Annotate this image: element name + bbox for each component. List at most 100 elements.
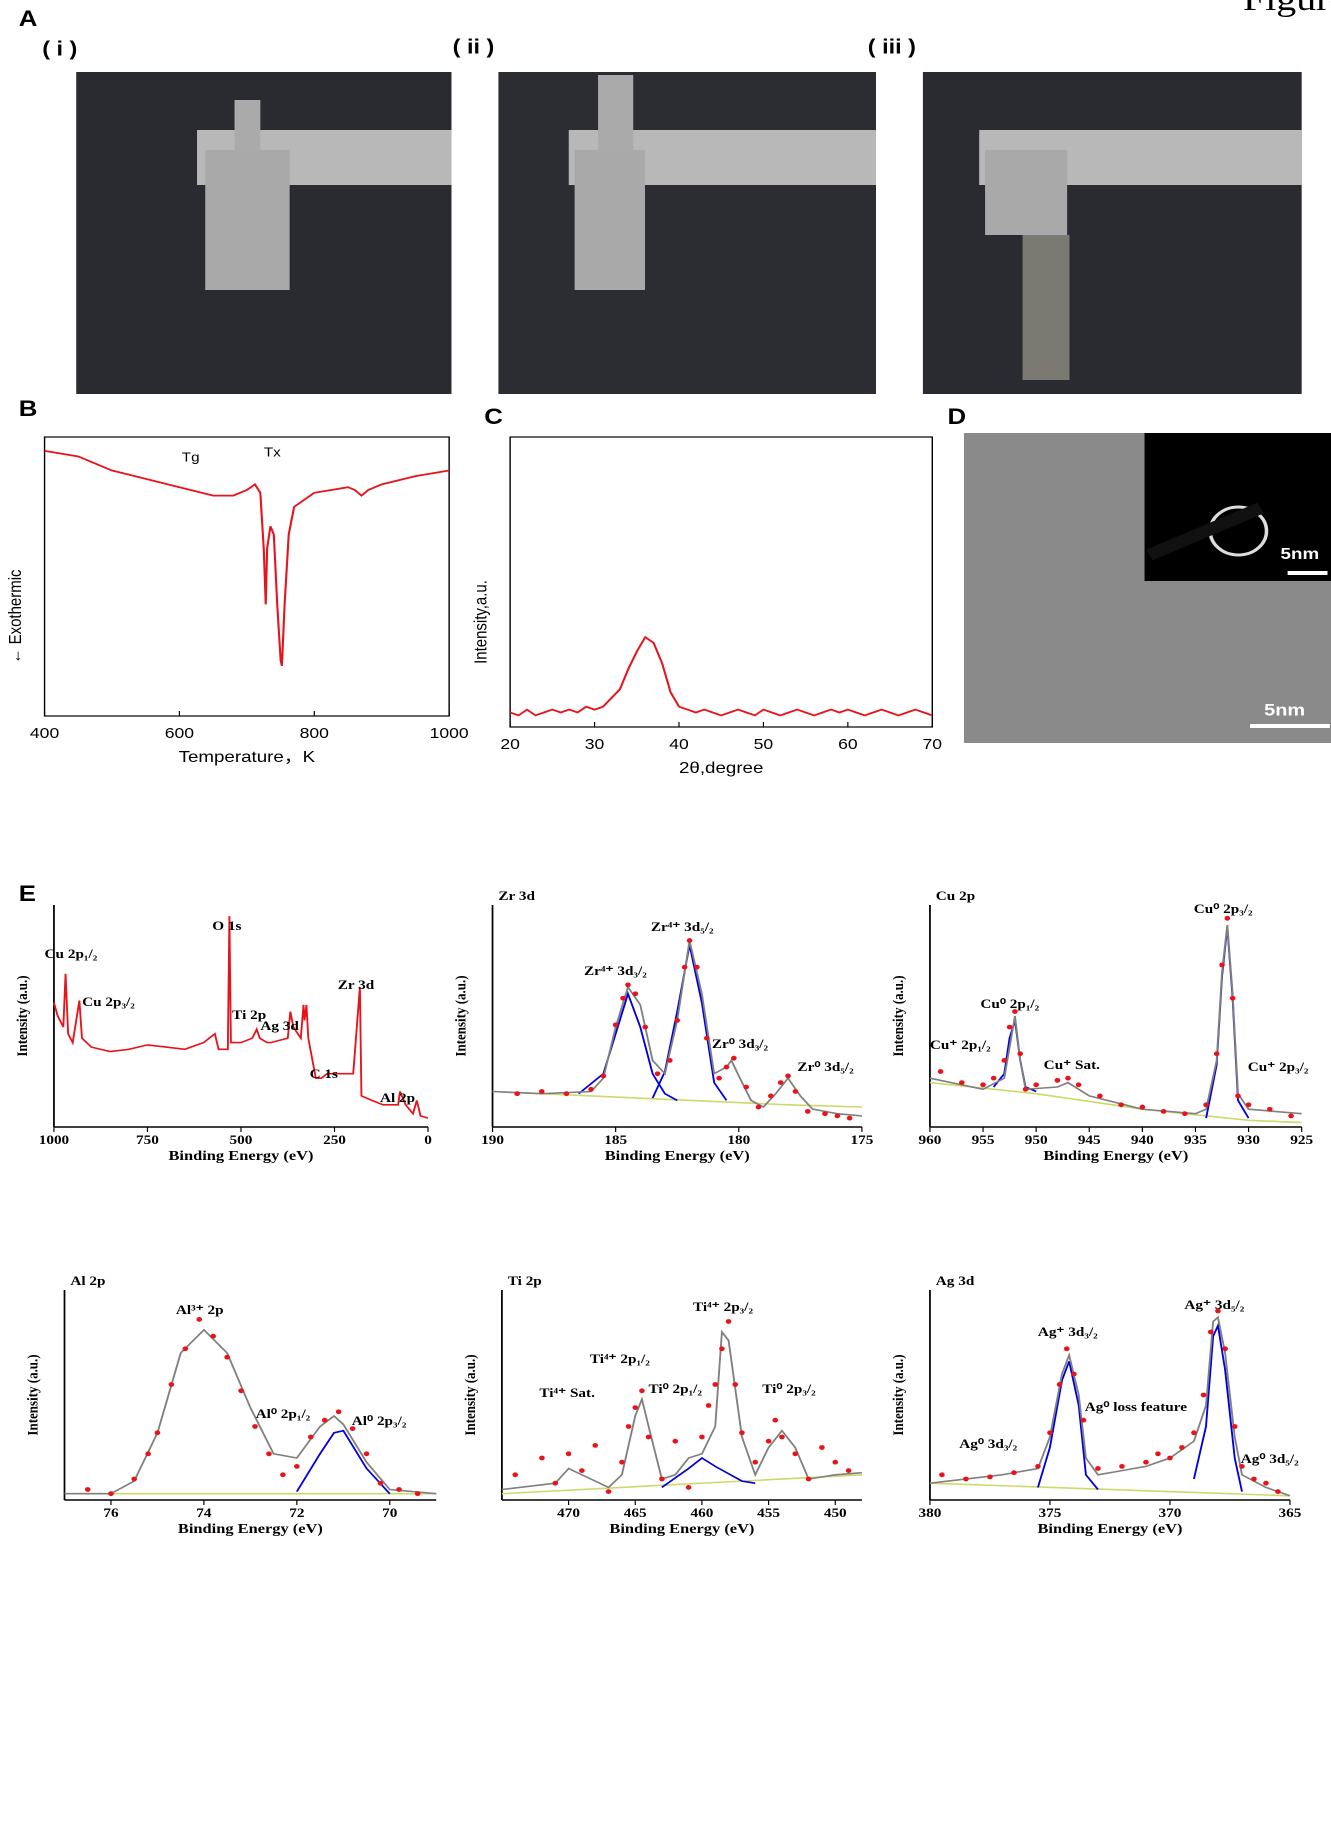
x-axis-label: Binding Energy (eV) xyxy=(1037,1521,1182,1537)
data-point xyxy=(168,1382,175,1387)
data-line xyxy=(651,944,728,1101)
data-point xyxy=(1191,1430,1197,1436)
data-point xyxy=(765,1438,772,1444)
data-point xyxy=(845,1468,852,1473)
data-point xyxy=(792,1451,799,1457)
data-point xyxy=(1160,1109,1167,1114)
data-point xyxy=(1224,915,1231,921)
x-axis-label: Binding Energy (eV) xyxy=(605,1148,750,1164)
data-point xyxy=(1267,1106,1273,1112)
data-point xyxy=(785,1073,791,1079)
data-point xyxy=(779,1434,785,1440)
data-point xyxy=(131,1476,138,1482)
x-tick-label: 70 xyxy=(382,1506,397,1521)
data-point xyxy=(321,1417,328,1423)
x-tick-label: 750 xyxy=(136,1133,159,1148)
data-point xyxy=(832,1459,839,1465)
data-point xyxy=(632,1405,639,1410)
data-point xyxy=(182,1346,189,1352)
data-point xyxy=(625,982,631,988)
x-tick-label: 1000 xyxy=(39,1133,69,1148)
x-axis-label: Temperature，K xyxy=(179,748,316,766)
x-tick-label: 960 xyxy=(919,1133,942,1148)
data-point xyxy=(538,1089,545,1094)
data-point xyxy=(1118,1102,1124,1108)
data-point xyxy=(822,1111,828,1117)
data-point xyxy=(84,1487,91,1492)
data-point xyxy=(1222,1346,1228,1352)
x-tick-label: 1000 xyxy=(430,725,469,742)
data-line xyxy=(501,1329,863,1491)
data-point xyxy=(846,1115,853,1121)
scale-bar-label: 5nm xyxy=(1281,545,1320,563)
annotation: Zr⁴⁺ 3d₃/₂ xyxy=(584,964,647,979)
data-point xyxy=(725,1319,732,1324)
x-tick-label: 455 xyxy=(757,1506,780,1521)
data-point xyxy=(1245,1102,1252,1108)
data-point xyxy=(937,1069,944,1074)
data-point xyxy=(1207,1329,1214,1335)
x-tick-label: 600 xyxy=(165,725,194,742)
photo xyxy=(922,72,1302,394)
x-tick-label: 955 xyxy=(972,1133,995,1148)
x-tick-label: 190 xyxy=(481,1133,504,1148)
annotation: Al⁰ 2p₃/₂ xyxy=(352,1414,407,1429)
x-tick-label: 935 xyxy=(1184,1133,1207,1148)
data-point xyxy=(792,1089,799,1094)
y-axis-label: Intensity (a.u.) xyxy=(890,975,907,1056)
data-line xyxy=(492,940,863,1117)
data-point xyxy=(804,1109,811,1114)
data-point xyxy=(565,1451,572,1457)
annotation: Tx xyxy=(264,445,281,460)
data-point xyxy=(1182,1111,1188,1117)
x-tick-label: 180 xyxy=(727,1133,750,1148)
data-point xyxy=(514,1091,520,1097)
annotation: Cu⁺ 2p₁/₂ xyxy=(930,1038,991,1053)
x-tick-label: 250 xyxy=(323,1133,346,1148)
data-point xyxy=(377,1480,384,1486)
data-point xyxy=(1213,1051,1220,1057)
x-tick-label: 500 xyxy=(230,1133,253,1148)
x-tick-label: 925 xyxy=(1290,1133,1313,1148)
data-point xyxy=(659,1476,665,1482)
data-line xyxy=(53,916,429,1119)
data-line xyxy=(509,635,933,717)
data-point xyxy=(1056,1382,1063,1387)
annotation: Ag⁰ 3d₃/₂ xyxy=(959,1437,1017,1452)
x-axis-label: Binding Energy (eV) xyxy=(609,1521,754,1537)
x-tick-label: 370 xyxy=(1159,1506,1182,1521)
data-point xyxy=(958,1080,965,1085)
data-point xyxy=(1231,1424,1238,1429)
annotation: Ti⁴⁺ 2p₃/₂ xyxy=(693,1300,753,1315)
annotation: Ag⁺ 3d₃/₂ xyxy=(1038,1325,1098,1340)
data-point xyxy=(980,1082,986,1088)
y-axis-label: Intensity (a.u.) xyxy=(25,1354,42,1435)
data-point xyxy=(1047,1430,1053,1436)
data-line xyxy=(295,1429,391,1495)
annotation: Ti⁰ 2p₁/₂ xyxy=(648,1382,702,1397)
data-point xyxy=(196,1317,203,1322)
data-line xyxy=(501,1474,862,1495)
panel-label: E xyxy=(19,882,36,907)
data-point xyxy=(1022,1086,1029,1092)
x-tick-label: 175 xyxy=(851,1133,874,1148)
data-point xyxy=(335,1409,342,1415)
data-point xyxy=(694,964,700,970)
x-tick-label: 945 xyxy=(1078,1133,1101,1148)
x-axis-label: Binding Energy (eV) xyxy=(1043,1148,1188,1164)
annotation: Ti⁴⁺ 2p₁/₂ xyxy=(590,1352,650,1367)
chart-title: Ti 2p xyxy=(508,1274,542,1289)
data-point xyxy=(645,1434,652,1440)
data-point xyxy=(224,1354,230,1360)
annotation: Al 2p xyxy=(380,1091,415,1106)
x-tick-label: 465 xyxy=(624,1506,647,1521)
data-point xyxy=(539,1455,545,1461)
annotation: C 1s xyxy=(310,1067,339,1082)
data-line xyxy=(578,990,678,1102)
annotation: Ti⁴⁺ Sat. xyxy=(539,1386,595,1401)
x-tick-label: 380 xyxy=(919,1506,942,1521)
x-tick-label: 20 xyxy=(500,736,520,753)
annotation: Al³⁺ 2p xyxy=(176,1303,224,1318)
chart-title: Ag 3d xyxy=(936,1274,975,1289)
